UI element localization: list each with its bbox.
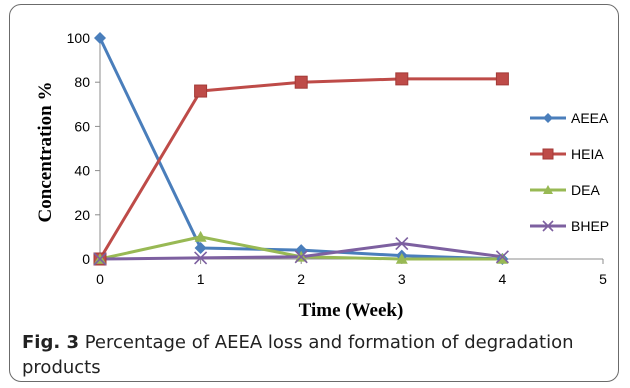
data-point-aeea <box>194 241 207 254</box>
line-chart: 0 20 40 60 80 100 0 1 2 3 4 5 AEEA HEIA DEA BHEP Conce… <box>35 30 609 321</box>
data-point-heia <box>495 72 509 86</box>
y-tick-label: 0 <box>82 251 90 267</box>
data-point-bhep <box>395 236 409 251</box>
y-tick-label: 20 <box>74 207 90 223</box>
data-point-dea <box>194 230 207 242</box>
data-point-bhep <box>294 250 308 264</box>
legend-label-dea: DEA <box>571 182 600 198</box>
legend-label-bhep: BHEP <box>571 218 609 234</box>
data-point-bhep <box>495 250 509 264</box>
legend-marker-dea <box>543 185 553 194</box>
x-tick-label: 5 <box>599 271 607 287</box>
y-tick-label: 40 <box>74 163 90 179</box>
y-tick-label: 80 <box>74 74 90 90</box>
series-line-heia <box>98 77 503 260</box>
legend-marker-aeea <box>543 113 553 123</box>
series-line-aeea <box>98 37 503 261</box>
x-tick-label: 4 <box>499 271 507 287</box>
x-tick-label: 1 <box>197 271 205 287</box>
data-point-dea <box>395 253 408 264</box>
series-lines <box>98 37 503 261</box>
data-point-dea <box>496 253 509 264</box>
x-axis-label: Time (Week) <box>299 300 404 321</box>
legend-marker-bhep <box>542 220 554 232</box>
caption-label: Fig. 3 <box>22 332 79 353</box>
y-tick-label: 100 <box>67 30 91 46</box>
legend-label-heia: HEIA <box>571 146 604 162</box>
legend-label-aeea: AEEA <box>571 110 609 126</box>
figure-frame <box>9 4 619 382</box>
data-point-aeea <box>94 32 106 44</box>
chart-legend: AEEA HEIA DEA BHEP <box>530 110 609 234</box>
x-tick-label: 0 <box>96 271 104 287</box>
figure-caption: Fig. 3 Percentage of AEEA loss and forma… <box>22 330 607 380</box>
x-tick-label: 3 <box>398 271 406 287</box>
y-tick-label: 60 <box>74 118 90 134</box>
legend-marker-heia <box>542 148 554 160</box>
caption-text: Percentage of AEEA loss and formation of… <box>22 332 574 378</box>
y-axis-label: Concentration % <box>35 82 56 223</box>
series-markers <box>93 32 509 266</box>
data-point-heia <box>194 84 208 98</box>
data-point-bhep <box>93 252 107 266</box>
x-tick-label: 2 <box>297 271 305 287</box>
data-point-heia <box>294 75 308 89</box>
data-point-bhep <box>194 251 208 265</box>
data-point-heia <box>395 72 409 86</box>
